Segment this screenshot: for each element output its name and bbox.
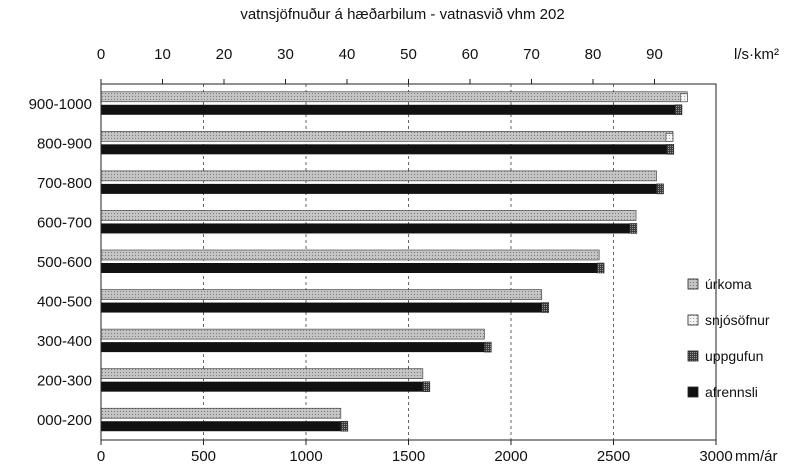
legend-swatch <box>687 278 699 290</box>
axis-layer: 0 500 1000 1500 2000 2500 3000 mm/ár 0 10 20 30 40 50… <box>29 46 779 465</box>
legend-swatch <box>687 386 699 398</box>
chart-title: vatnsjöfnuður á hæðarbilum - vatnasvið v… <box>240 6 565 23</box>
bar-afrennsli <box>101 223 630 234</box>
legend-swatch <box>687 350 699 362</box>
bottom-tick-label: 0 <box>97 448 105 465</box>
bar-uppgufun <box>674 104 683 116</box>
bar-afrennsli <box>101 104 675 115</box>
category-label: 600-700 <box>37 214 92 231</box>
bar-layer <box>100 91 688 432</box>
category-label: 500-600 <box>37 254 92 271</box>
bottom-tick-label: 2000 <box>494 448 527 465</box>
category-label: 400-500 <box>37 294 92 311</box>
bar-urkoma <box>100 368 424 379</box>
top-tick-label: 90 <box>646 46 663 63</box>
bar-urkoma <box>100 210 637 221</box>
bar-uppgufun <box>656 183 664 195</box>
legend-label: snjósöfnur <box>705 312 770 328</box>
legend-label: afrennsli <box>705 384 758 400</box>
legend: úrkoma snjósöfnur uppgufun afrennsli <box>687 276 770 400</box>
top-tick-label: 80 <box>585 46 602 63</box>
bar-urkoma <box>100 91 688 103</box>
bottom-tick-label: 1000 <box>289 448 322 465</box>
bar-afrennsli <box>101 421 341 432</box>
bottom-tick-label: 1500 <box>392 448 425 465</box>
bar-afrennsli <box>101 144 667 155</box>
top-tick-label: 0 <box>97 46 105 63</box>
bar-urkoma <box>100 289 543 300</box>
category-label: 700-800 <box>37 175 92 192</box>
legend-swatch <box>687 314 699 326</box>
top-tick-label: 40 <box>339 46 356 63</box>
top-tick-label: 60 <box>462 46 479 63</box>
bar-uppgufun <box>340 420 349 432</box>
bottom-tick-label: 500 <box>191 448 216 465</box>
bar-afrennsli <box>101 263 598 273</box>
bar-uppgufun <box>422 381 431 392</box>
bar-snjosofnun <box>679 93 688 103</box>
category-label: 900-1000 <box>29 96 92 113</box>
legend-label: úrkoma <box>705 276 752 292</box>
bar-snjosofnun <box>665 133 674 142</box>
top-tick-label: 70 <box>523 46 540 63</box>
top-tick-label: 20 <box>216 46 233 63</box>
bottom-tick-label: 2500 <box>597 448 630 465</box>
grid-layer <box>203 84 614 440</box>
top-tick-label: 30 <box>277 46 294 63</box>
bar-urkoma <box>100 249 600 261</box>
top-tick-label: 50 <box>400 46 417 63</box>
bar-uppgufun <box>541 302 549 313</box>
bar-uppgufun <box>666 144 675 155</box>
bar-uppgufun <box>596 262 605 274</box>
bottom-axis-unit: mm/ár <box>735 448 778 465</box>
bar-afrennsli <box>101 183 657 194</box>
bar-uppgufun <box>484 341 492 353</box>
category-label: 800-900 <box>37 135 92 152</box>
bar-uppgufun <box>629 223 638 234</box>
bar-afrennsli <box>101 302 542 313</box>
category-label: 300-400 <box>37 333 92 350</box>
top-axis-unit: l/s·km² <box>734 46 779 63</box>
category-label: 000-200 <box>37 412 92 429</box>
category-label: 200-300 <box>37 373 92 390</box>
top-tick-label: 10 <box>154 46 171 63</box>
legend-label: uppgufun <box>705 348 763 364</box>
bar-afrennsli <box>101 381 423 392</box>
bar-urkoma <box>100 170 657 182</box>
bottom-tick-label: 3000 <box>699 448 732 465</box>
bar-afrennsli <box>101 342 485 353</box>
bar-urkoma <box>100 407 342 419</box>
bar-urkoma <box>100 131 674 142</box>
bar-urkoma <box>100 328 485 340</box>
